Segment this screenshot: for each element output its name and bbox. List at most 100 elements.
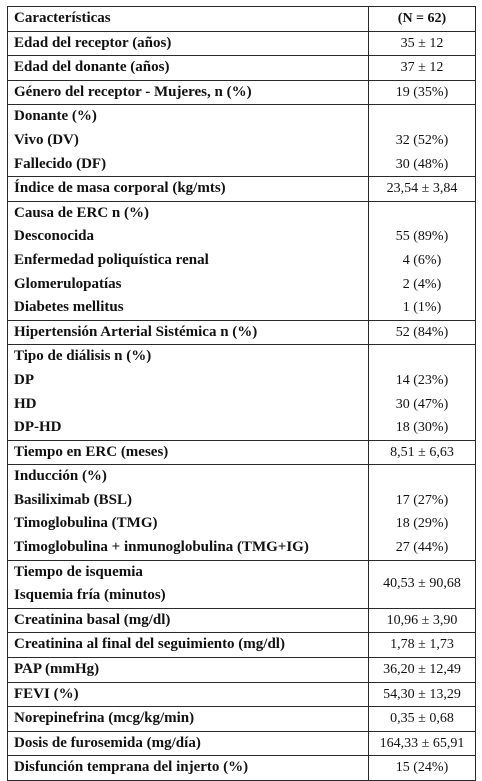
row-value: 2 (4%)	[402, 276, 442, 292]
characteristic-cell: Tiempo en ERC (meses)	[7, 439, 369, 466]
row-value: 1,78 ± 1,73	[390, 637, 454, 653]
row-value: 40,53 ± 90,68	[383, 576, 461, 592]
row-value: 37 ± 12	[400, 60, 444, 76]
row-label: Donante (%)	[14, 108, 97, 125]
row-label: Disfunción temprana del injerto (%)	[14, 759, 249, 776]
value-cell: 15 (24%)	[368, 755, 476, 781]
row-label: Tiempo en ERC (meses)	[14, 443, 169, 460]
row-value: 17 (27%)	[395, 492, 449, 508]
characteristic-cell: PAP (mmHg)	[7, 657, 369, 683]
row-value: 30 (48%)	[395, 156, 449, 172]
row-label: Características	[14, 10, 111, 26]
table-row: PAP (mmHg) 36,20 ± 12,49	[7, 657, 476, 683]
table-header-row: Características (N = 62)	[7, 6, 476, 32]
sub-row-label: Isquemia fría (minutos)	[14, 587, 166, 604]
value-cell: 55 (89%) 4 (6%) 2 (4%) 1 (1%)	[368, 200, 476, 321]
row-value	[369, 465, 475, 489]
characteristic-cell: Donante (%) Vivo (DV) Fallecido (DF)	[7, 104, 369, 178]
row-value: 36,20 ± 12,49	[383, 662, 461, 678]
header-value-cell: (N = 62)	[368, 6, 476, 32]
table-row: Creatinina basal (mg/dl) 10,96 ± 3,90	[7, 607, 476, 634]
characteristic-cell: Norepinefrina (mcg/kg/min)	[7, 706, 369, 732]
row-value: 19 (35%)	[395, 84, 449, 100]
row-label: Creatinina al final del seguimiento (mg/…	[14, 636, 285, 653]
table-row: Género del receptor - Mujeres, n (%) 19 (…	[7, 79, 476, 106]
row-value: 18 (29%)	[395, 516, 449, 532]
characteristic-cell: FEVI (%)	[7, 681, 369, 708]
row-value	[369, 202, 475, 226]
table-row: Hipertensión Arterial Sistémica n (%) 52 …	[7, 319, 476, 346]
value-cell: 164,33 ± 65,91	[368, 730, 476, 757]
value-cell: 10,96 ± 3,90	[368, 607, 476, 634]
characteristic-cell: Índice de masa corporal (kg/mts)	[7, 176, 369, 202]
value-cell: 54,30 ± 13,29	[368, 681, 476, 708]
header-characteristic-cell: Características	[7, 6, 369, 32]
value-cell: 1,78 ± 1,73	[368, 632, 476, 659]
table-row: Índice de masa corporal (kg/mts) 23,54 ± …	[7, 176, 476, 202]
row-value: 30 (47%)	[395, 396, 449, 412]
row-label: Hipertensión Arterial Sistémica n (%)	[14, 323, 258, 340]
characteristic-cell: Creatinina al final del seguimiento (mg/…	[7, 632, 369, 659]
row-value	[369, 345, 475, 369]
row-value	[369, 105, 475, 129]
table-row: Dosis de furosemida (mg/día) 164,33 ± 65,…	[7, 730, 476, 757]
characteristic-cell: Edad del donante (años)	[7, 55, 369, 81]
row-label: Causa de ERC n (%)	[14, 204, 150, 221]
sub-row-label: HD	[14, 395, 37, 412]
row-value: (N = 62)	[397, 11, 447, 26]
characteristic-cell: Dosis de furosemida (mg/día)	[7, 730, 369, 757]
characteristic-cell: Tipo de diálisis n (%) DP HD DP-HD	[7, 344, 369, 441]
sub-row-label: Timoglobulina (TMG)	[14, 515, 158, 532]
characteristic-cell: Disfunción temprana del injerto (%)	[7, 755, 369, 781]
characteristics-table: Características (N = 62) Edad del receptor…	[7, 6, 476, 781]
characteristic-cell: Tiempo de isquemia Isquemia fría (minutos…	[7, 559, 369, 609]
sub-row-label: Basiliximab (BSL)	[14, 491, 132, 508]
sub-row-label: Fallecido (DF)	[14, 155, 107, 172]
sub-row-label: Timoglobulina + inmunoglobulina (TMG+IG)	[14, 539, 309, 556]
value-cell: 40,53 ± 90,68	[368, 559, 476, 609]
row-value: 27 (44%)	[395, 540, 449, 556]
characteristic-cell: Edad del receptor (años)	[7, 30, 369, 57]
sub-row-label: Glomerulopatías	[14, 275, 122, 292]
table-row: Donante (%) Vivo (DV) Fallecido (DF) 32 (52…	[7, 104, 476, 178]
row-value: 1 (1%)	[402, 300, 442, 316]
row-value: 4 (6%)	[402, 252, 442, 268]
table-row: Norepinefrina (mcg/kg/min) 0,35 ± 0,68	[7, 706, 476, 732]
row-label: FEVI (%)	[14, 685, 79, 702]
table-row: Creatinina al final del seguimiento (mg/…	[7, 632, 476, 659]
value-cell: 14 (23%) 30 (47%) 18 (30%)	[368, 344, 476, 441]
characteristic-cell: Creatinina basal (mg/dl)	[7, 607, 369, 634]
row-label: Norepinefrina (mcg/kg/min)	[14, 710, 195, 727]
sub-row-label: DP-HD	[14, 419, 62, 436]
characteristic-cell: Causa de ERC n (%) Desconocida Enfermedad …	[7, 200, 369, 321]
row-value: 164,33 ± 65,91	[379, 735, 465, 751]
row-value: 10,96 ± 3,90	[386, 612, 458, 628]
characteristic-cell: Género del receptor - Mujeres, n (%)	[7, 79, 369, 106]
value-cell: 37 ± 12	[368, 55, 476, 81]
row-value: 32 (52%)	[395, 132, 449, 148]
characteristic-cell: Hipertensión Arterial Sistémica n (%)	[7, 319, 369, 346]
sub-row-label: Diabetes mellitus	[14, 299, 124, 316]
row-label: Dosis de furosemida (mg/día)	[14, 734, 201, 751]
table-row: Disfunción temprana del injerto (%) 15 (2…	[7, 755, 476, 781]
value-cell: 17 (27%) 18 (29%) 27 (44%)	[368, 464, 476, 561]
row-label: Tipo de diálisis n (%)	[14, 348, 152, 365]
row-label: PAP (mmHg)	[14, 661, 100, 678]
row-value: 55 (89%)	[395, 229, 449, 245]
value-cell: 23,54 ± 3,84	[368, 176, 476, 202]
table-row: Tipo de diálisis n (%) DP HD DP-HD 14 (23%) 3…	[7, 344, 476, 441]
row-value: 8,51 ± 6,63	[390, 444, 454, 460]
table-row: Edad del donante (años) 37 ± 12	[7, 55, 476, 81]
row-value: 35 ± 12	[400, 35, 444, 51]
row-value: 0,35 ± 0,68	[390, 711, 454, 727]
row-value: 52 (84%)	[395, 324, 449, 340]
value-cell: 8,51 ± 6,63	[368, 439, 476, 466]
value-cell: 32 (52%) 30 (48%)	[368, 104, 476, 178]
table-row: FEVI (%) 54,30 ± 13,29	[7, 681, 476, 708]
row-value: 18 (30%)	[395, 420, 449, 436]
value-cell: 36,20 ± 12,49	[368, 657, 476, 683]
row-label: Inducción (%)	[14, 468, 107, 485]
value-cell: 52 (84%)	[368, 319, 476, 346]
sub-row-label: Vivo (DV)	[14, 131, 79, 148]
row-label: Índice de masa corporal (kg/mts)	[14, 180, 226, 197]
